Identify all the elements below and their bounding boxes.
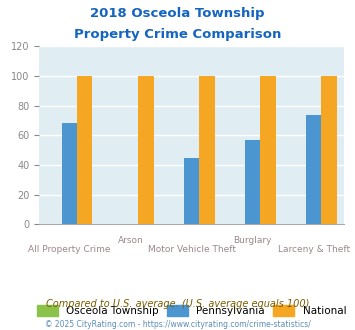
Text: Motor Vehicle Theft: Motor Vehicle Theft bbox=[148, 245, 236, 254]
Bar bbox=[261, 76, 275, 224]
Legend: Osceola Township, Pennsylvania, National: Osceola Township, Pennsylvania, National bbox=[33, 301, 350, 320]
Text: Arson: Arson bbox=[118, 236, 143, 245]
Bar bbox=[306, 115, 322, 224]
Text: All Property Crime: All Property Crime bbox=[28, 245, 111, 254]
Text: © 2025 CityRating.com - https://www.cityrating.com/crime-statistics/: © 2025 CityRating.com - https://www.city… bbox=[45, 320, 310, 329]
Text: 2018 Osceola Township: 2018 Osceola Township bbox=[90, 7, 265, 19]
Bar bbox=[184, 157, 200, 224]
Bar bbox=[200, 76, 214, 224]
Text: Property Crime Comparison: Property Crime Comparison bbox=[74, 28, 281, 41]
Bar bbox=[322, 76, 337, 224]
Bar bbox=[62, 123, 77, 224]
Text: Larceny & Theft: Larceny & Theft bbox=[278, 245, 350, 254]
Text: Burglary: Burglary bbox=[234, 236, 272, 245]
Text: Compared to U.S. average. (U.S. average equals 100): Compared to U.S. average. (U.S. average … bbox=[46, 299, 309, 309]
Bar bbox=[138, 76, 153, 224]
Bar bbox=[245, 140, 261, 224]
Bar bbox=[77, 76, 92, 224]
